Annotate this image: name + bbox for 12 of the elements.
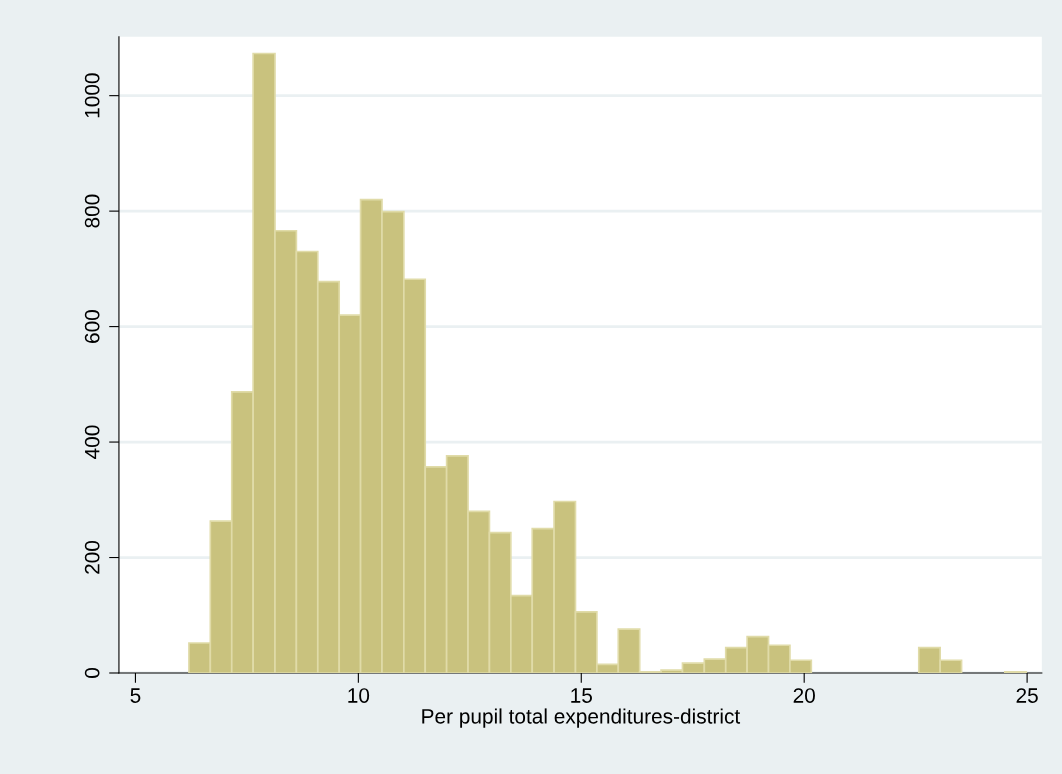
x-tick-label: 20 [793,688,815,703]
x-axis-title: Per pupil total expenditures-district [422,708,741,728]
y-tick-label: 0 [84,668,100,678]
y-tick-label: 200 [84,540,100,574]
y-tick-label: 400 [84,425,100,459]
y-tick-label: 800 [84,194,100,228]
x-tick-label: 25 [1016,688,1038,703]
x-tick-label: 10 [348,688,370,703]
x-tick-label: 15 [571,688,592,703]
y-tick-label: 600 [84,310,100,343]
y-tick-label: 1000 [84,73,100,118]
x-tick-label: 5 [130,688,141,703]
